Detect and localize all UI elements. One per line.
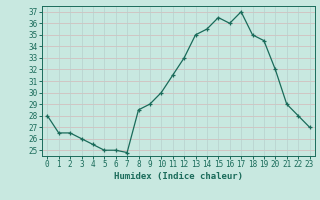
X-axis label: Humidex (Indice chaleur): Humidex (Indice chaleur): [114, 172, 243, 181]
